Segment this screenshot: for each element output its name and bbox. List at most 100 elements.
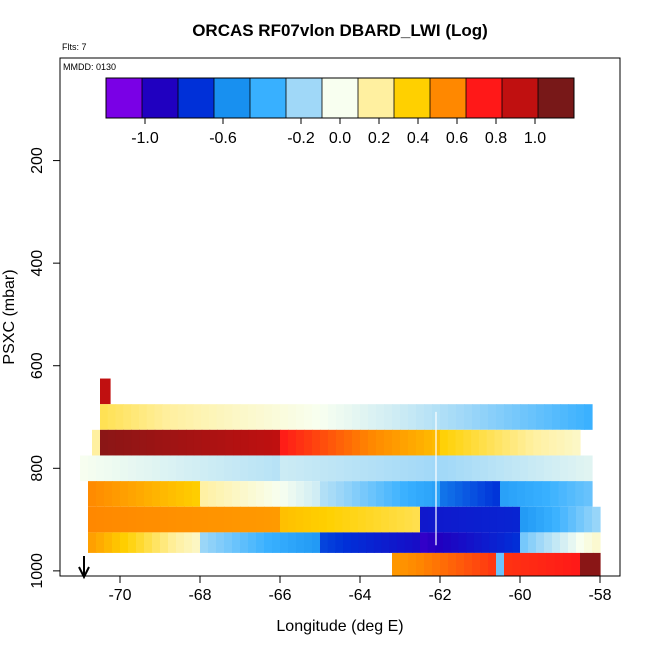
- colorbar-tick-label: -1.0: [131, 130, 159, 147]
- heatmap-cell: [272, 455, 281, 482]
- heatmap-cell: [529, 552, 539, 576]
- heatmap-cell: [357, 506, 367, 533]
- heatmap-cell: [328, 429, 337, 456]
- heatmap-cell: [224, 481, 233, 507]
- heatmap-cell: [533, 481, 543, 507]
- heatmap-cell: [139, 429, 148, 456]
- heatmap-cell: [335, 532, 344, 553]
- heatmap-cell: [201, 429, 211, 456]
- y-tick-label: 800: [29, 455, 46, 482]
- heatmap-cell: [128, 481, 137, 507]
- heatmap-cell: [178, 429, 187, 456]
- heatmap-cell: [272, 481, 281, 507]
- heatmap-cell: [131, 404, 140, 430]
- heatmap-cell: [295, 506, 304, 533]
- heatmap-cell: [400, 455, 409, 482]
- heatmap-cell: [176, 532, 185, 553]
- heatmap-cell: [312, 481, 321, 507]
- heatmap-cell: [376, 455, 385, 482]
- heatmap-cell: [201, 404, 210, 430]
- heatmap-cell: [368, 455, 377, 482]
- heatmap-cell: [144, 506, 153, 533]
- heatmap-cell: [496, 532, 506, 553]
- heatmap-cell: [232, 506, 241, 533]
- heatmap-cell: [486, 429, 496, 456]
- heatmap-cell: [458, 532, 467, 553]
- heatmap-cell: [280, 404, 289, 430]
- heatmap-cell: [232, 455, 241, 482]
- heatmap-cell: [396, 506, 406, 533]
- colorbar-swatch: [430, 78, 467, 118]
- heatmap-cell: [200, 481, 209, 507]
- heatmap-cell: [537, 552, 547, 576]
- heatmap-cell: [326, 506, 336, 533]
- colorbar-tick-label: 0.4: [407, 130, 429, 147]
- x-tick-label: -62: [428, 587, 451, 604]
- heatmap-cell: [583, 481, 593, 507]
- heatmap-cell: [424, 404, 433, 430]
- heatmap-cell: [128, 532, 137, 553]
- heatmap-cell: [162, 429, 172, 456]
- heatmap-cell: [448, 455, 457, 482]
- heatmap-cell: [554, 552, 564, 576]
- heatmap-cell: [528, 532, 537, 553]
- heatmap-cell: [217, 429, 226, 456]
- colorbar-tick-label: 0.2: [368, 130, 390, 147]
- heatmap-cell: [192, 481, 201, 507]
- heatmap-cell: [92, 429, 101, 456]
- heatmap-cell: [185, 404, 194, 430]
- heatmap-cell: [336, 455, 345, 482]
- heatmap-cell: [342, 506, 351, 533]
- heatmap-cell: [512, 404, 521, 430]
- heatmap-cell: [360, 481, 369, 507]
- heatmap-cell: [368, 429, 377, 456]
- heatmap-cell: [168, 532, 177, 553]
- heatmap-cell: [350, 506, 359, 533]
- heatmap-cell: [420, 506, 429, 533]
- heatmap-cell: [192, 506, 201, 533]
- heatmap-cell: [400, 429, 409, 456]
- heatmap-cell: [424, 455, 433, 482]
- heatmap-cell: [560, 506, 569, 533]
- heatmap-cell: [435, 506, 444, 533]
- heatmap-cell: [100, 378, 111, 405]
- heatmap-cell: [392, 481, 401, 507]
- heatmap-cell: [184, 506, 193, 533]
- heatmap-cell: [552, 532, 561, 553]
- heatmap-cell: [420, 532, 429, 553]
- heatmap-cell: [256, 455, 265, 482]
- heatmap-cell: [177, 404, 187, 430]
- heatmap-cell: [376, 404, 385, 430]
- heatmap-cell: [368, 404, 377, 430]
- heatmap-cell: [107, 429, 117, 456]
- heatmap-cell: [115, 429, 125, 456]
- heatmap-cell: [408, 404, 417, 430]
- heatmap-cell: [208, 404, 218, 430]
- heatmap-cell: [388, 506, 398, 533]
- heatmap-cell: [450, 532, 460, 553]
- colorbar-swatch: [502, 78, 539, 118]
- heatmap-cell: [464, 404, 473, 430]
- x-tick-label: -68: [188, 587, 211, 604]
- heatmap-cell: [424, 429, 433, 456]
- heatmap-cell: [264, 455, 273, 482]
- x-tick-label: -64: [348, 587, 371, 604]
- colorbar-tick-label: 0.6: [446, 130, 468, 147]
- colorbar-swatch: [142, 78, 179, 118]
- heatmap-cell: [216, 481, 225, 507]
- heatmap-cell: [552, 455, 561, 482]
- heatmap-cell: [288, 404, 297, 430]
- heatmap-cell: [120, 455, 129, 482]
- colorbar-tick-label: 0.0: [329, 130, 351, 147]
- heatmap-cell: [352, 429, 361, 456]
- heatmap-cell: [208, 481, 217, 507]
- heatmap-cell: [492, 481, 501, 507]
- heatmap-cell: [248, 532, 257, 553]
- heatmap-cell: [170, 429, 179, 456]
- heatmap-cell: [350, 532, 360, 553]
- heatmap-cell: [264, 404, 273, 430]
- heatmap-cell: [88, 506, 97, 533]
- heatmap-cell: [264, 481, 273, 507]
- heatmap-cell: [96, 532, 105, 553]
